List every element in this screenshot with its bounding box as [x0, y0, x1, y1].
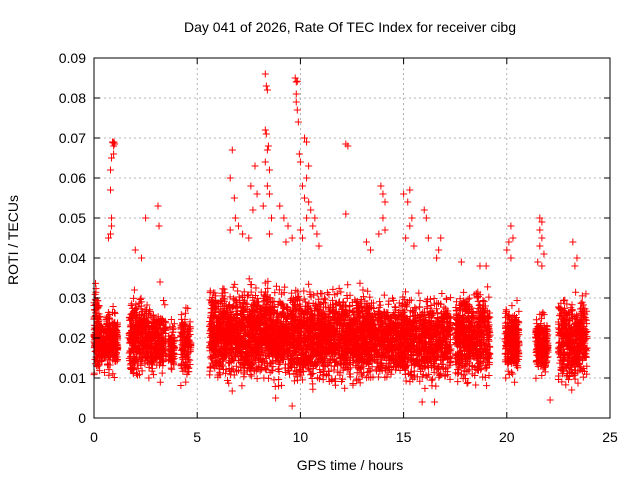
chart-background [0, 0, 640, 480]
